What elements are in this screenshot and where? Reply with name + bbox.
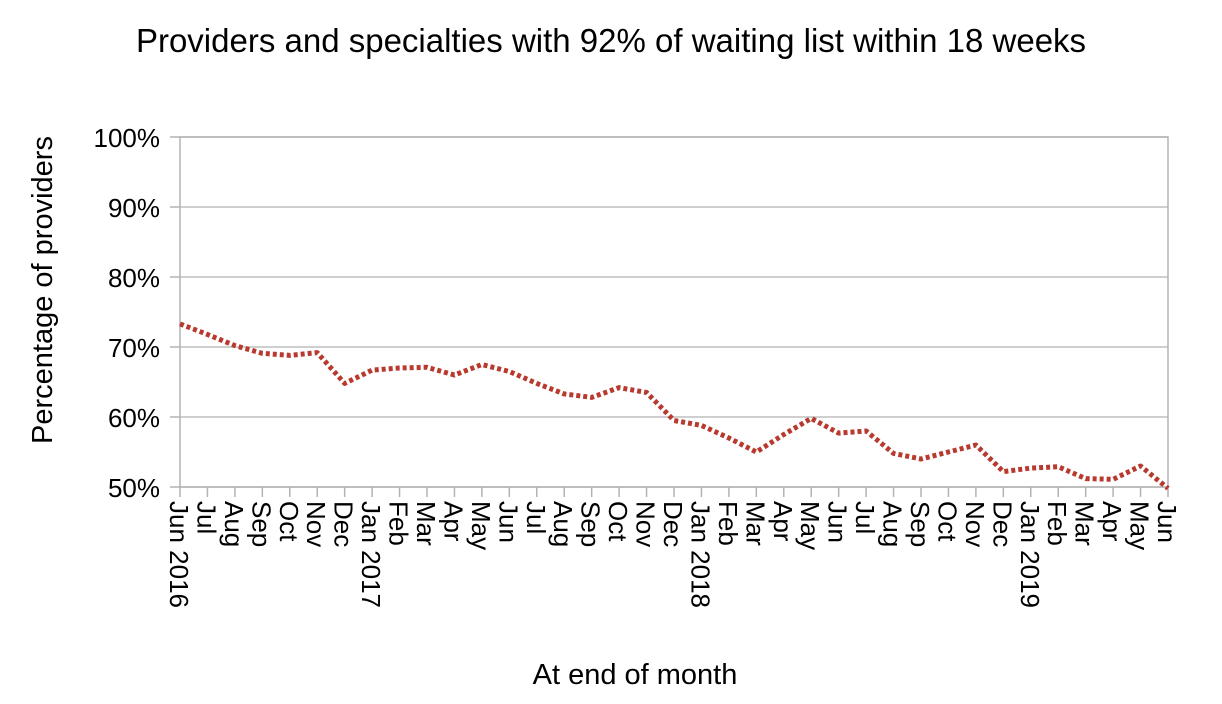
- x-tick-label: Jun: [1152, 501, 1182, 543]
- x-tick-label: Jan 2019: [1015, 501, 1045, 608]
- chart-title: Providers and specialties with 92% of wa…: [135, 22, 1087, 59]
- y-axis-label: Percentage of providers: [27, 136, 59, 444]
- x-tick-label: Mar: [1070, 501, 1100, 546]
- x-axis-label: At end of month: [533, 659, 738, 691]
- x-tick-label: Feb: [1042, 501, 1072, 546]
- x-tick-label: Mar: [740, 501, 770, 546]
- x-tick-label: Dec: [987, 501, 1017, 547]
- x-tick-label: Oct: [932, 501, 962, 542]
- y-tick-label: 70%: [108, 333, 160, 363]
- x-tick-label: Oct: [603, 501, 633, 542]
- x-tick-label: Jun: [493, 501, 523, 543]
- x-tick-label: Aug: [548, 501, 578, 547]
- x-tick-label: Dec: [658, 501, 688, 547]
- x-tick-label: Mar: [411, 501, 441, 546]
- x-tick-label: May: [795, 501, 825, 550]
- x-tick-label: Jul: [850, 501, 880, 534]
- x-tick-label: Nov: [301, 501, 331, 547]
- x-tick-label: Jul: [191, 501, 221, 534]
- x-tick-label: Apr: [1097, 501, 1127, 542]
- x-tick-label: Apr: [438, 501, 468, 542]
- x-tick-label: Dec: [329, 501, 359, 547]
- x-tick-label: Jun: [823, 501, 853, 543]
- x-tick-label: Sep: [246, 501, 276, 547]
- x-tick-label: Nov: [960, 501, 990, 547]
- x-tick-label: Jan 2018: [685, 501, 715, 608]
- x-tick-label: Apr: [768, 501, 798, 542]
- y-tick-label: 80%: [108, 263, 160, 293]
- x-tick-label: Jul: [521, 501, 551, 534]
- x-tick-label: Jun 2016: [164, 501, 194, 608]
- y-tick-label: 100%: [94, 123, 161, 153]
- y-tick-label: 50%: [108, 473, 160, 503]
- x-tick-label: Feb: [713, 501, 743, 546]
- x-tick-label: May: [466, 501, 496, 550]
- plot-area: [179, 136, 1169, 488]
- y-axis-ticks: 50% 60% 70% 80% 90% 100%: [94, 123, 180, 503]
- y-tick-label: 90%: [108, 193, 160, 223]
- x-tick-label: Jan 2017: [356, 501, 386, 608]
- gridlines: [180, 136, 1168, 488]
- y-tick-label: 60%: [108, 403, 160, 433]
- x-tick-label: Aug: [219, 501, 249, 547]
- series-line: [179, 321, 1170, 491]
- x-tick-label: May: [1125, 501, 1155, 550]
- x-tick-label: Oct: [274, 501, 304, 542]
- x-tick-label: Feb: [384, 501, 414, 546]
- series-layer: [179, 321, 1170, 491]
- x-tick-label: Aug: [878, 501, 908, 547]
- x-tick-label: Sep: [576, 501, 606, 547]
- x-tick-label: Sep: [905, 501, 935, 547]
- x-tick-label: Nov: [631, 501, 661, 547]
